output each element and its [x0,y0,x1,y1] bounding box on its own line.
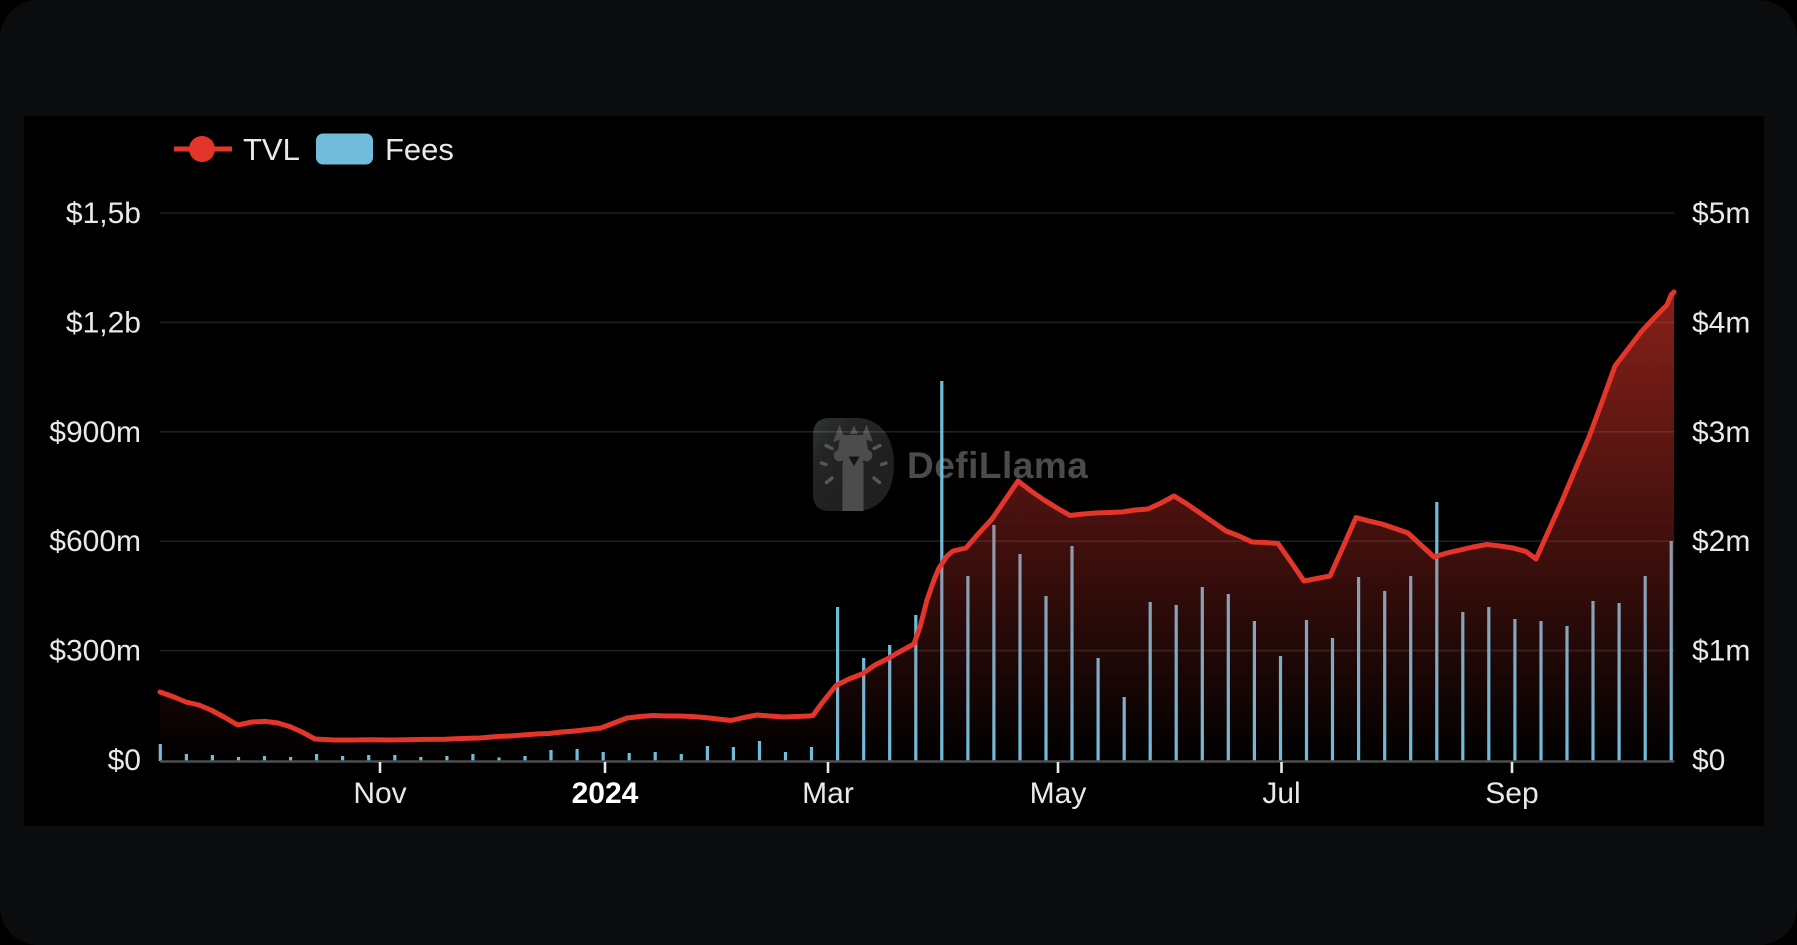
svg-text:$1m: $1m [1692,635,1750,668]
svg-text:$900m: $900m [49,416,141,449]
svg-text:May: May [1030,777,1087,810]
svg-text:2024: 2024 [572,777,639,810]
svg-text:$0: $0 [108,744,141,777]
svg-text:Jul: Jul [1262,777,1300,810]
svg-text:Fees: Fees [385,132,454,167]
svg-text:$3m: $3m [1692,416,1750,449]
svg-text:$4m: $4m [1692,306,1750,339]
svg-text:Sep: Sep [1485,777,1538,810]
svg-text:$1,2b: $1,2b [66,306,141,339]
svg-text:DefiLlama: DefiLlama [907,445,1088,486]
svg-text:Mar: Mar [802,777,854,810]
svg-text:$1,5b: $1,5b [66,197,141,230]
svg-text:$5m: $5m [1692,197,1750,230]
svg-text:TVL: TVL [243,132,300,167]
svg-text:Nov: Nov [353,777,406,810]
svg-text:$300m: $300m [49,635,141,668]
svg-text:$600m: $600m [49,525,141,558]
svg-text:$0: $0 [1692,744,1725,777]
svg-text:$2m: $2m [1692,525,1750,558]
